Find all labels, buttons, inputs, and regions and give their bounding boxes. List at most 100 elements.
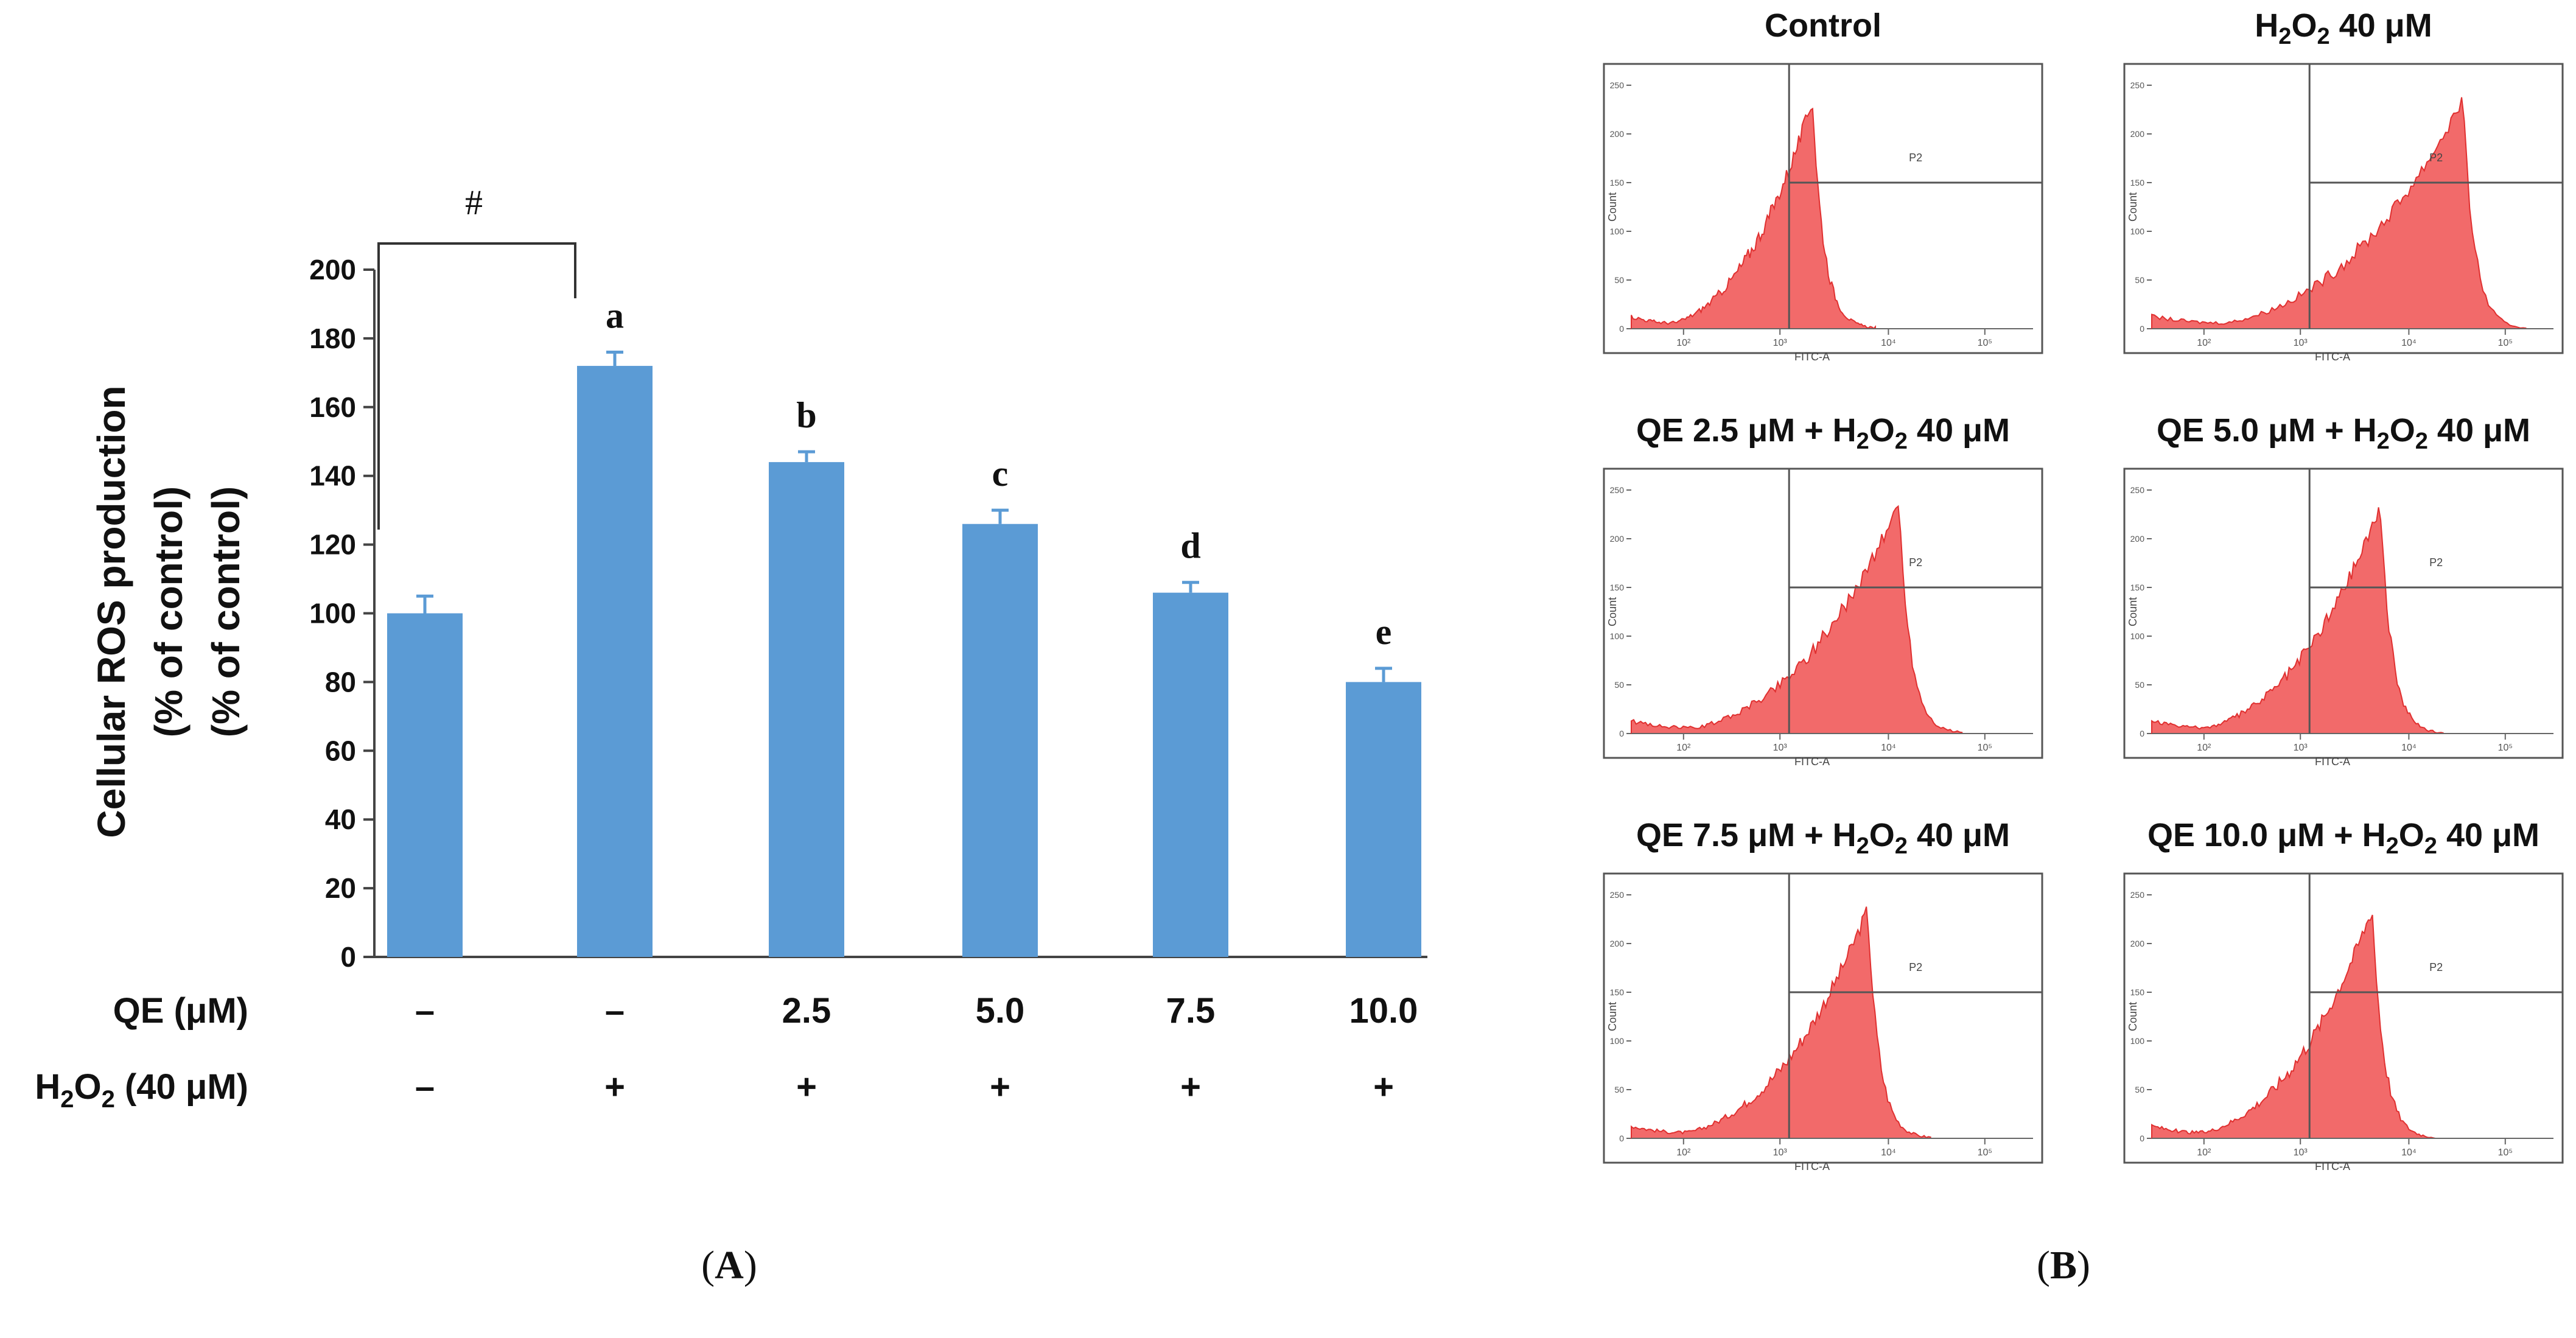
flow-histogram: QE 2.5 μM + H2O2 40 μM 0 50 100 150 200 250 Cou… (1603, 412, 2043, 768)
significance-letter: a (606, 295, 624, 335)
bar (1346, 682, 1421, 957)
histogram-distribution (2151, 97, 2527, 329)
hist-y-tick-label: 200 (2130, 939, 2145, 948)
h2o2-row-value: – (415, 1067, 435, 1107)
y-tick-label: 120 (309, 529, 356, 561)
hist-x-tick-label: 10⁵ (2498, 743, 2513, 753)
flow-histogram: QE 10.0 μM + H2O2 40 μM 0 50 100 150 200 250 Co… (2123, 817, 2564, 1172)
hist-y-tick-label: 0 (2140, 729, 2144, 738)
significance-letter: b (796, 395, 816, 435)
h2o2-row-value: + (990, 1067, 1010, 1107)
qe-row-value: 7.5 (1166, 991, 1216, 1031)
panel-labels: (A) (B) (701, 1243, 2090, 1287)
hist-y-tick-label: 150 (2130, 178, 2145, 187)
hist-y-tick-label: 200 (2130, 129, 2145, 139)
hist-y-tick-label: 150 (2130, 987, 2145, 997)
y-tick-label: 0 (340, 941, 356, 973)
significance-marker: # (465, 183, 483, 222)
gate-label: P2 (2429, 556, 2443, 569)
qe-row-value: 5.0 (976, 991, 1025, 1031)
qe-row-value: 10.0 (1349, 991, 1418, 1031)
hist-y-tick-label: 100 (1610, 1036, 1625, 1046)
hist-x-tick-label: 10⁴ (1881, 338, 1896, 348)
histogram-distribution (2151, 507, 2444, 734)
bar (387, 613, 463, 957)
histogram-title: H2O2 40 μM (2255, 7, 2432, 49)
histogram-title: QE 10.0 μM + H2O2 40 μM (2147, 817, 2539, 859)
hist-y-tick-label: 0 (1619, 324, 1624, 334)
hist-x-label: FITC-A (1794, 1160, 1830, 1172)
histogram-title: QE 7.5 μM + H2O2 40 μM (1636, 817, 2010, 859)
hist-x-label: FITC-A (2315, 755, 2350, 768)
gate-label: P2 (2429, 961, 2443, 973)
hist-x-tick-label: 10³ (1773, 338, 1788, 348)
hist-y-tick-label: 0 (2140, 324, 2144, 334)
hist-x-tick-label: 10³ (2294, 338, 2308, 348)
bar (577, 366, 653, 957)
hist-x-label: FITC-A (1794, 755, 1830, 768)
hist-y-label-text: Count (1606, 597, 1619, 626)
hist-y-tick-label: 50 (2135, 680, 2144, 690)
hist-y-tick-label: 50 (1614, 1085, 1624, 1095)
y-tick-label: 60 (325, 735, 356, 766)
hist-y-label: Count (2127, 597, 2139, 626)
hist-x-tick-label: 10³ (2294, 743, 2308, 753)
significance-letter: d (1180, 526, 1200, 566)
y-tick-label: 20 (325, 872, 356, 904)
hist-y-label-text: Count (1606, 192, 1619, 222)
panel-b-flow-histograms: Control 0 50 100 150 200 250 Count 10² 10³ 10⁴ 10⁵ F… (1603, 7, 2564, 1172)
hist-y-tick-label: 250 (2130, 485, 2145, 495)
hist-y-label: Count (1606, 597, 1619, 626)
hist-x-tick-label: 10⁵ (1978, 1147, 1992, 1158)
histogram-distribution (2151, 914, 2436, 1139)
flow-histogram: QE 5.0 μM + H2O2 40 μM 0 50 100 150 200 250 Cou… (2123, 412, 2564, 768)
bar (962, 524, 1038, 957)
bar (769, 462, 844, 957)
hist-x-tick-label: 10² (2197, 1147, 2211, 1158)
hist-y-label-text: Count (1606, 1002, 1619, 1031)
hist-y-tick-label: 0 (1619, 729, 1624, 738)
gate-label: P2 (1909, 556, 1922, 569)
hist-y-tick-label: 0 (2140, 1133, 2144, 1143)
hist-y-tick-label: 200 (1610, 129, 1625, 139)
hist-y-label: Count (1606, 192, 1619, 222)
hist-y-label-text: Count (2127, 192, 2139, 222)
y-tick-label: 180 (309, 323, 356, 354)
histogram-title: QE 2.5 μM + H2O2 40 μM (1636, 412, 2010, 454)
y-tick-label: 140 (309, 460, 356, 492)
hist-y-label-text: Count (2127, 1002, 2139, 1031)
hist-y-tick-label: 200 (1610, 534, 1625, 544)
y-tick-label: 200 (309, 254, 356, 285)
hist-y-tick-label: 100 (1610, 226, 1625, 236)
hist-y-label-text: Count (2127, 597, 2139, 626)
qe-row-value: 2.5 (782, 991, 831, 1031)
hist-y-tick-label: 0 (1619, 1133, 1624, 1143)
panel-a-bar-chart: 0 20 40 60 80 100 120 140 160 180 200 Cellular ROS … (35, 183, 1427, 1113)
hist-y-tick-label: 200 (2130, 534, 2145, 544)
y-axis-title-line: Cellular ROS production (89, 385, 133, 838)
hist-y-tick-label: 250 (2130, 890, 2145, 900)
panel-label: (A) (701, 1243, 757, 1287)
qe-row-value: – (415, 991, 435, 1031)
significance-letter: c (992, 454, 1009, 494)
gate-label: P2 (1909, 152, 1922, 164)
hist-y-tick-label: 50 (2135, 1085, 2144, 1095)
histogram-title: QE 5.0 μM + H2O2 40 μM (2157, 412, 2530, 454)
significance-letter: e (1376, 612, 1392, 652)
bar (1153, 592, 1228, 957)
histogram-distribution (1631, 107, 1876, 330)
h2o2-row-value: + (1373, 1067, 1394, 1107)
histogram-title: Control (1765, 7, 1881, 44)
qe-row-label: QE (μM) (113, 991, 248, 1031)
hist-x-label: FITC-A (2315, 351, 2350, 363)
hist-y-tick-label: 100 (1610, 631, 1625, 641)
hist-x-label: FITC-A (2315, 1160, 2350, 1172)
hist-y-tick-label: 50 (1614, 680, 1624, 690)
hist-x-tick-label: 10³ (2294, 1147, 2308, 1158)
hist-x-tick-label: 10² (1676, 743, 1691, 753)
hist-x-tick-label: 10⁴ (2401, 1147, 2417, 1158)
significance-bracket (377, 242, 576, 530)
hist-x-tick-label: 10⁵ (2498, 338, 2513, 348)
h2o2-row-value: + (604, 1067, 625, 1107)
